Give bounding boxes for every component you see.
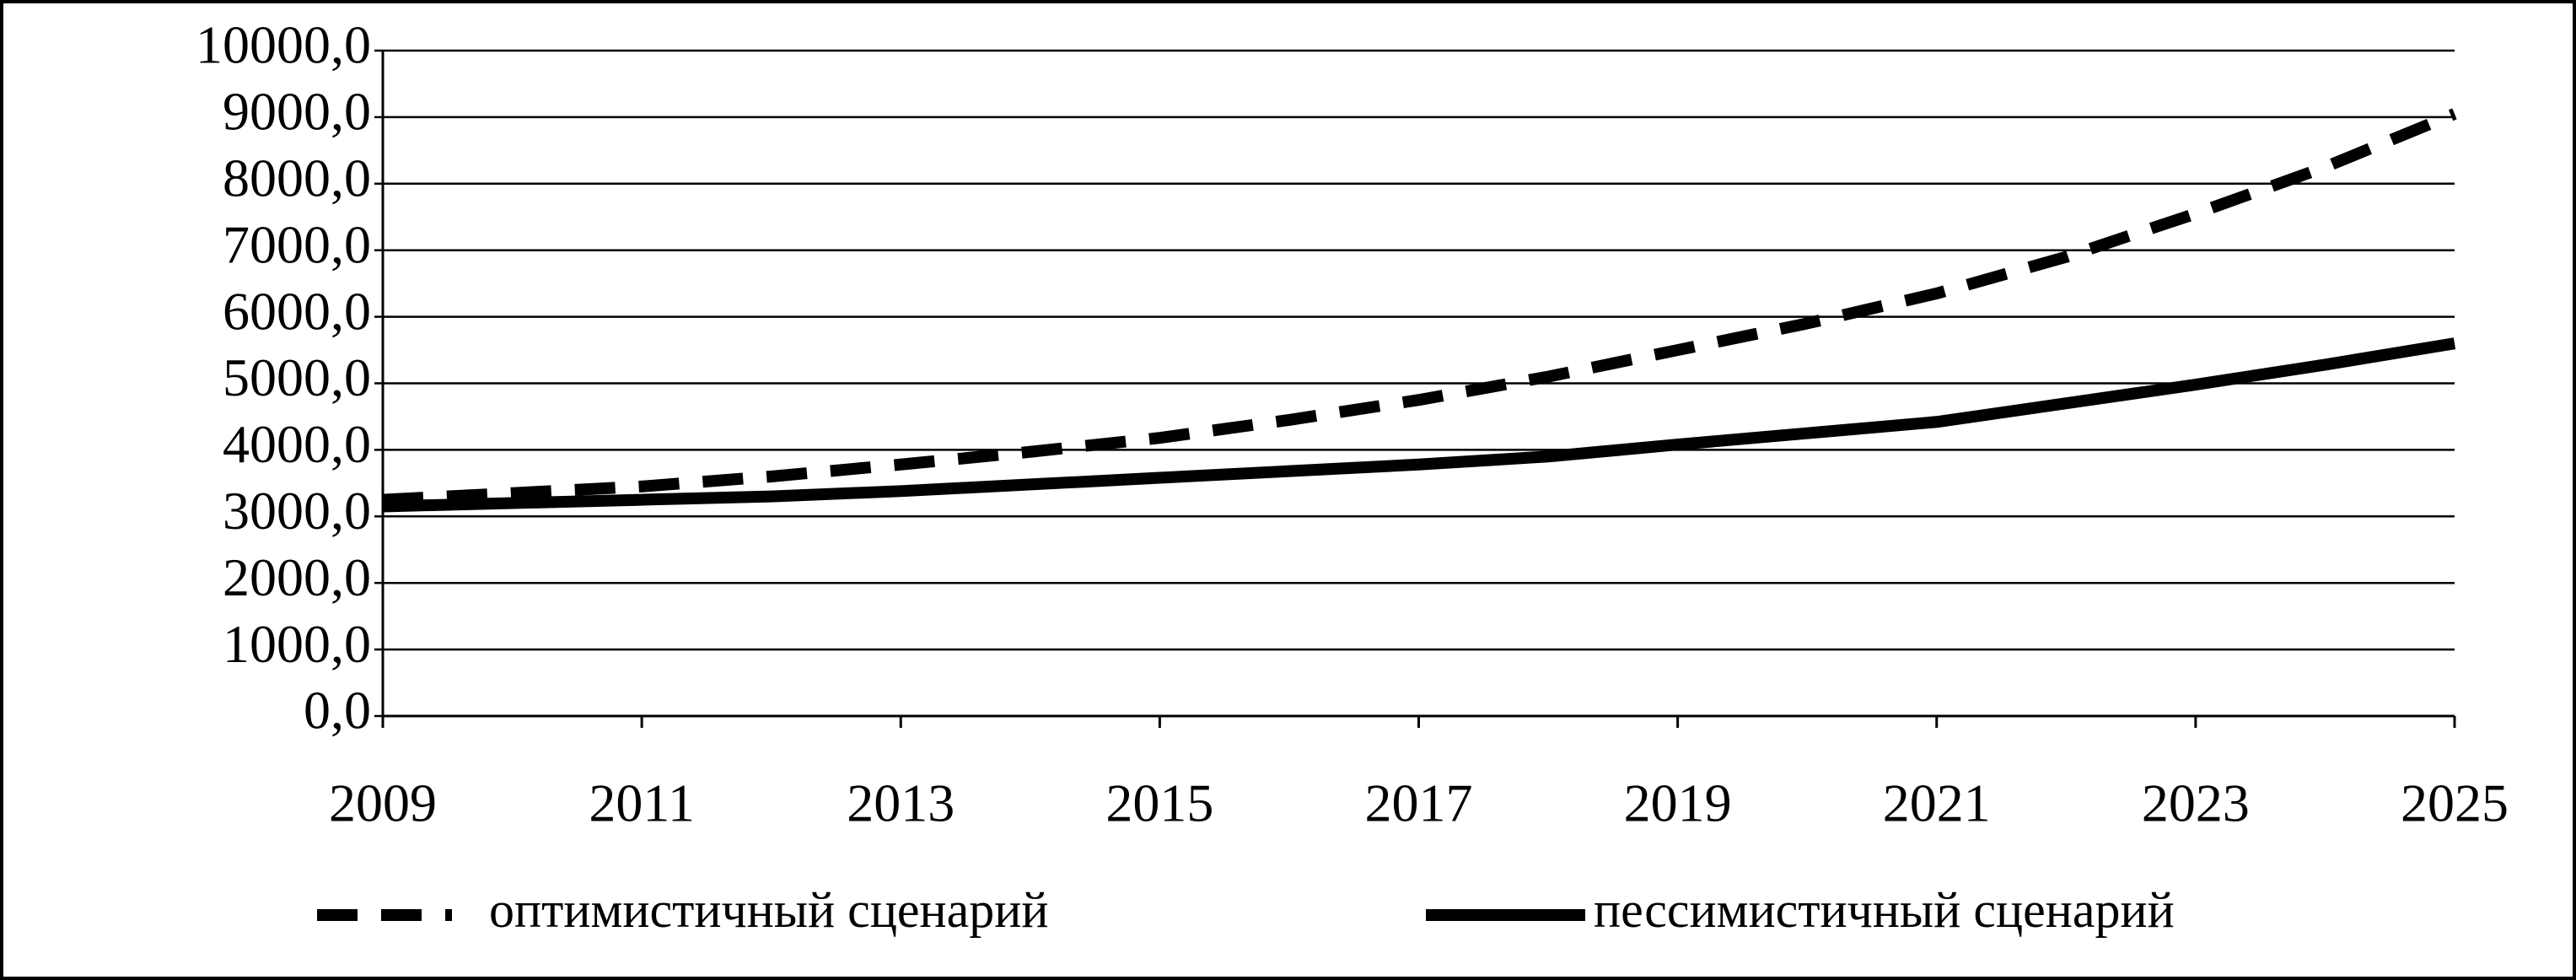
x-tick-label: 2021	[1883, 773, 1991, 833]
y-tick-label: 1000,0	[223, 614, 371, 674]
y-tick-label: 9000,0	[223, 82, 371, 142]
y-tick-label: 4000,0	[223, 414, 371, 474]
y-tick-label: 6000,0	[223, 281, 371, 341]
y-tick-label: 2000,0	[223, 547, 371, 607]
y-tick-label: 10000,0	[196, 15, 371, 75]
x-tick-label: 2017	[1365, 773, 1473, 833]
y-tick-label: 0,0	[304, 681, 371, 740]
x-tick-label: 2023	[2142, 773, 2250, 833]
x-tick-label: 2019	[1624, 773, 1732, 833]
x-tick-label: 2011	[589, 773, 695, 833]
x-tick-label: 2009	[329, 773, 437, 833]
legend: оптимистичный сценарий пессимистичный сце…	[317, 882, 2175, 938]
y-tick-label: 3000,0	[223, 481, 371, 541]
legend-label: пессимистичный сценарий	[1594, 882, 2175, 938]
data-line	[382, 337, 2456, 513]
data-line	[382, 108, 2457, 506]
y-tick-label: 7000,0	[223, 214, 371, 274]
x-tick-label: 2025	[2401, 773, 2509, 833]
y-tick-label: 8000,0	[223, 148, 371, 207]
x-tick-label: 2013	[847, 773, 955, 833]
x-tick-label: 2015	[1105, 773, 1213, 833]
y-tick-label: 5000,0	[223, 347, 371, 407]
legend-label: оптимистичный сценарий	[489, 882, 1049, 938]
